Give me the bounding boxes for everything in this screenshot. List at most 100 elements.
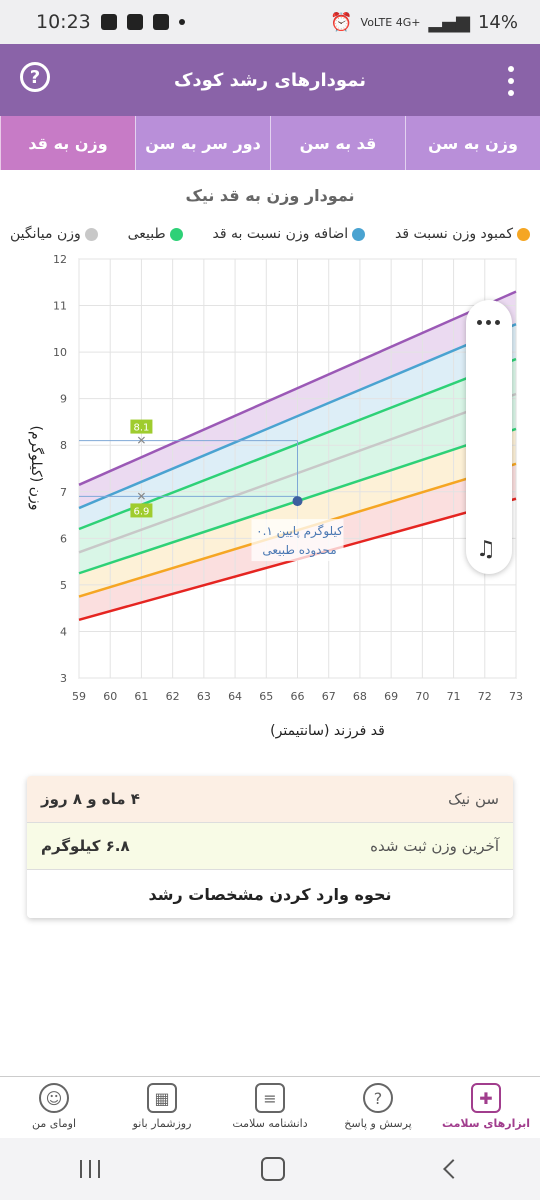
nav-encyclopedia[interactable]: ≡ دانشنامه سلامت: [216, 1077, 324, 1139]
range-marker: ✕: [136, 434, 146, 448]
y-tick-label: 7: [60, 486, 67, 499]
x-tick-label: 71: [447, 690, 461, 703]
legend-item: وزن میانگین: [10, 226, 98, 242]
weight-value: ۶.۸ کیلوگرم: [41, 837, 130, 855]
nav-profile[interactable]: ☺ اومای من: [0, 1077, 108, 1139]
legend-item: کمبود وزن نسبت قد: [395, 226, 530, 242]
signal-icon: ▂▄▆: [428, 11, 470, 33]
tab-head-circumference[interactable]: دور سر به سن: [135, 116, 270, 170]
nav-label: پرسش و پاسخ: [344, 1117, 412, 1130]
y-tick-label: 6: [60, 532, 67, 545]
floating-toolbar: ♫: [466, 300, 512, 574]
calendar-icon: ▦: [147, 1083, 177, 1113]
nav-health-tools[interactable]: ✚ ابزارهای سلامت: [432, 1077, 540, 1139]
tab-weight-for-height[interactable]: وزن به قد: [0, 116, 135, 170]
gallery-icon: [100, 14, 117, 30]
x-tick-label: 66: [291, 690, 305, 703]
x-tick-label: 63: [197, 690, 211, 703]
x-tick-label: 61: [134, 690, 148, 703]
x-tick-label: 70: [415, 690, 429, 703]
x-tick-label: 64: [228, 690, 242, 703]
x-tick-label: 59: [72, 690, 86, 703]
back-icon[interactable]: [442, 1159, 463, 1179]
nav-label: دانشنامه سلامت: [232, 1117, 308, 1130]
tab-weight-for-age[interactable]: وزن به سن: [405, 116, 540, 170]
app-bar: ? نمودارهای رشد کودک: [0, 44, 540, 116]
y-tick-label: 11: [53, 300, 67, 313]
y-tick-label: 3: [60, 672, 67, 685]
growth-info-card: سن نیک ۴ ماه و ۸ روز آخرین وزن ثبت شده ۶…: [27, 776, 513, 918]
annotation-box: [251, 519, 344, 562]
y-tick-label: 12: [53, 253, 67, 266]
nav-label: روزشمار بانو: [132, 1117, 192, 1130]
x-tick-label: 62: [166, 690, 180, 703]
status-bar: 10:23 ⏰ VoLTE 4G+ ▂▄▆ 14%: [0, 0, 540, 44]
chart-tabs: وزن به سن قد به سن دور سر به سن وزن به ق…: [0, 116, 540, 170]
range-marker-badge: [130, 503, 153, 518]
x-tick-label: 69: [384, 690, 398, 703]
weight-for-height-chart: 59 60 61 62 63 64 65 66 67 68 69 70 71 72 733456789101…: [28, 253, 523, 739]
annotation-text: ۰.۱ کیلوگرم پایین: [256, 524, 343, 539]
legend-item: اضافه وزن نسبت به قد: [212, 226, 366, 242]
chart-title: نمودار وزن به قد نیک: [185, 186, 355, 205]
chart-legend: کمبود وزن نسبت قد اضافه وزن نسبت به قد ط…: [10, 226, 530, 242]
network-label: VoLTE 4G+: [360, 15, 421, 29]
legend-label: اضافه وزن نسبت به قد: [212, 226, 349, 242]
user-avatar-icon: ☺: [39, 1083, 69, 1113]
question-bubble-icon: ?: [363, 1083, 393, 1113]
audio-guide-icon[interactable]: ♫: [476, 537, 496, 562]
legend-item: طبیعی: [128, 226, 183, 242]
page-title: نمودارهای رشد کودک: [173, 69, 367, 91]
nav-calendar[interactable]: ▦ روزشمار بانو: [108, 1077, 216, 1139]
system-navigation-bar: [0, 1138, 540, 1200]
age-label: سن نیک: [448, 790, 499, 808]
legend-swatch: [169, 227, 183, 241]
recent-apps-icon[interactable]: [80, 1160, 101, 1178]
growth-entry-help-button[interactable]: نحوه وارد کردن مشخصات رشد: [27, 870, 513, 918]
nav-questions[interactable]: ? پرسش و پاسخ: [324, 1077, 432, 1139]
alarm-icon: ⏰: [330, 11, 353, 33]
annotation-text: محدوده طبیعی: [262, 543, 336, 558]
tab-height-for-age[interactable]: قد به سن: [270, 116, 405, 170]
child-data-point: [292, 496, 303, 507]
y-axis-label: وزن (کیلوگرم): [28, 426, 45, 511]
y-tick-label: 8: [60, 439, 67, 452]
x-tick-label: 68: [353, 690, 367, 703]
more-menu-icon[interactable]: [508, 66, 514, 96]
range-marker-label: 8.1: [133, 423, 149, 434]
status-time: 10:23: [36, 11, 91, 33]
y-tick-label: 9: [60, 393, 67, 406]
notification-dot-icon: [178, 19, 185, 25]
legend-swatch: [84, 227, 98, 241]
bottom-navigation: ✚ ابزارهای سلامت ? پرسش و پاسخ ≡ دانشنام…: [0, 1076, 540, 1139]
message-icon: [152, 14, 169, 30]
nav-label: اومای من: [32, 1117, 76, 1130]
range-marker-badge: [130, 419, 153, 434]
range-marker: ✕: [136, 489, 146, 503]
x-tick-label: 67: [322, 690, 336, 703]
weight-row: آخرین وزن ثبت شده ۶.۸ کیلوگرم: [27, 823, 513, 870]
nav-label: ابزارهای سلامت: [441, 1117, 531, 1130]
medical-kit-icon: ✚: [471, 1083, 501, 1113]
battery-level: 14%: [477, 11, 518, 33]
x-axis-label: قد فرزند (سانتیمتر): [270, 723, 385, 739]
y-tick-label: 4: [60, 625, 67, 638]
series-line: [78, 323, 517, 510]
y-tick-label: 10: [53, 346, 67, 359]
x-tick-label: 73: [509, 690, 523, 703]
legend-label: کمبود وزن نسبت قد: [394, 226, 513, 242]
help-button[interactable]: ?: [20, 62, 50, 92]
age-row: سن نیک ۴ ماه و ۸ روز: [27, 776, 513, 823]
x-tick-label: 60: [103, 690, 117, 703]
x-tick-label: 72: [478, 690, 492, 703]
range-marker-label: 6.9: [133, 506, 149, 517]
age-value: ۴ ماه و ۸ روز: [41, 790, 140, 808]
legend-label: طبیعی: [127, 226, 166, 242]
newspaper-icon: ≡: [255, 1083, 285, 1113]
series-line: [78, 290, 517, 486]
x-tick-label: 65: [259, 690, 273, 703]
more-options-icon[interactable]: [477, 320, 500, 325]
home-icon[interactable]: [260, 1157, 285, 1181]
legend-swatch: [352, 227, 366, 241]
legend-swatch: [517, 227, 530, 241]
